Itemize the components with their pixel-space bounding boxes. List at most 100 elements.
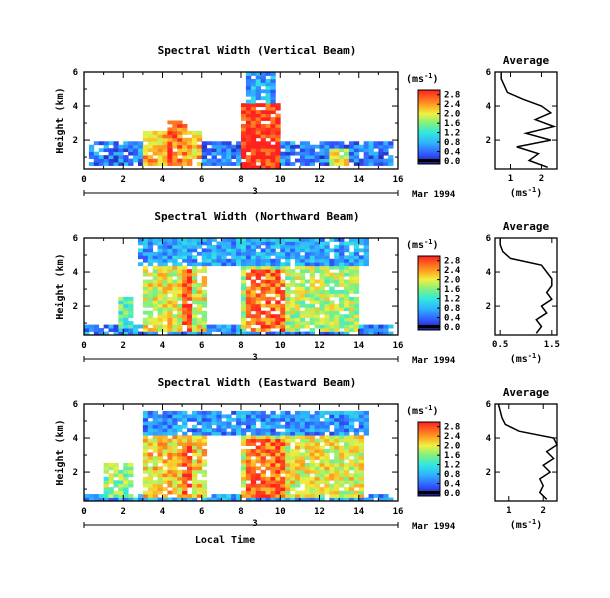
heatmap-cell bbox=[353, 155, 360, 160]
heatmap-cell bbox=[334, 265, 340, 270]
heatmap-cell bbox=[260, 438, 266, 443]
heatmap-cell bbox=[319, 293, 325, 298]
heatmap-cell bbox=[270, 490, 276, 495]
heatmap-cell bbox=[270, 497, 276, 502]
heatmap-cell bbox=[275, 120, 281, 125]
heatmap-cell bbox=[177, 134, 183, 139]
heatmap-cell bbox=[241, 469, 247, 474]
heatmap-cell bbox=[368, 155, 374, 160]
heatmap-cell bbox=[285, 421, 291, 426]
heatmap-cell bbox=[314, 490, 320, 495]
heatmap-cell bbox=[172, 283, 178, 287]
heatmap-cell bbox=[275, 251, 281, 256]
heatmap-cell bbox=[196, 469, 203, 474]
heatmap-cell bbox=[314, 258, 320, 263]
heatmap-cell bbox=[137, 162, 144, 166]
heatmap-cell bbox=[309, 459, 315, 464]
heatmap-cell bbox=[123, 310, 129, 315]
heatmap-cell bbox=[285, 483, 291, 488]
heatmap-cell bbox=[309, 445, 315, 450]
heatmap-cell bbox=[108, 497, 114, 502]
heatmap-cell bbox=[162, 144, 168, 149]
heatmap-cell bbox=[275, 255, 281, 260]
heatmap-cell bbox=[265, 431, 271, 436]
heatmap-cell bbox=[182, 480, 188, 485]
heatmap-cell bbox=[319, 459, 325, 464]
heatmap-cell bbox=[329, 162, 335, 166]
heatmap-cell bbox=[172, 428, 178, 433]
heatmap-cell bbox=[265, 286, 271, 291]
heatmap-cell bbox=[152, 445, 158, 450]
heatmap-cell bbox=[285, 328, 291, 332]
heatmap-cell bbox=[245, 265, 252, 270]
heatmap-cell bbox=[304, 310, 311, 315]
heatmap-cell bbox=[294, 262, 301, 267]
heatmap-cell bbox=[353, 158, 360, 163]
heatmap-cell bbox=[196, 148, 203, 153]
heatmap-cell bbox=[265, 321, 271, 326]
heatmap-cell bbox=[118, 328, 124, 332]
heatmap-cell bbox=[309, 497, 315, 502]
colorbar-tick-label: 1.6 bbox=[444, 451, 460, 461]
heatmap-cell bbox=[339, 265, 345, 270]
heatmap-cell bbox=[265, 424, 271, 429]
heatmap-cell bbox=[177, 269, 183, 274]
heatmap-cell bbox=[137, 151, 144, 156]
heatmap-cell bbox=[299, 155, 306, 160]
heatmap-cell bbox=[221, 148, 227, 153]
heatmap-cell bbox=[285, 462, 291, 467]
date-label: Mar 1994 bbox=[412, 356, 456, 366]
heatmap-cell bbox=[334, 258, 340, 263]
heatmap-cell bbox=[245, 238, 252, 242]
heatmap-cell bbox=[196, 331, 203, 336]
heatmap-cell bbox=[241, 244, 247, 249]
heatmap-cell bbox=[285, 473, 291, 478]
heatmap-cell bbox=[270, 414, 276, 419]
average-y-tick-label: 2 bbox=[486, 302, 491, 312]
heatmap-cell bbox=[231, 417, 237, 422]
heatmap-cell bbox=[290, 148, 296, 153]
heatmap-cell bbox=[275, 314, 281, 319]
heatmap-cell bbox=[137, 158, 144, 163]
heatmap-cell bbox=[245, 307, 252, 312]
heatmap-cell bbox=[304, 442, 311, 446]
average-y-tick-label: 6 bbox=[486, 234, 491, 244]
heatmap-cell bbox=[157, 137, 163, 142]
heatmap-cell bbox=[353, 258, 360, 263]
heatmap-cell bbox=[363, 421, 369, 426]
heatmap-cell bbox=[314, 431, 320, 436]
colorbar bbox=[417, 421, 441, 497]
heatmap-cell bbox=[339, 324, 345, 329]
heatmap-cell bbox=[142, 445, 149, 450]
heatmap-cell bbox=[329, 462, 335, 467]
heatmap-cell bbox=[118, 300, 124, 305]
heatmap-cell bbox=[182, 317, 188, 322]
heatmap-cell bbox=[299, 324, 306, 329]
heatmap-cell bbox=[241, 286, 247, 291]
heatmap-cell bbox=[265, 134, 271, 139]
heatmap-cell bbox=[294, 449, 301, 453]
heatmap-cell bbox=[241, 421, 247, 426]
heatmap-cell bbox=[226, 251, 232, 256]
heatmap-cell bbox=[314, 262, 320, 267]
heatmap-cell bbox=[196, 251, 203, 256]
heatmap-cell bbox=[373, 141, 379, 146]
heatmap-cell bbox=[142, 466, 149, 471]
heatmap-cell bbox=[319, 303, 325, 308]
heatmap-cell bbox=[191, 276, 198, 280]
heatmap-cell bbox=[324, 276, 330, 280]
heatmap-cell bbox=[319, 262, 325, 267]
heatmap-cell bbox=[314, 241, 320, 246]
heatmap-cell bbox=[348, 314, 355, 319]
heatmap-cell bbox=[241, 317, 247, 322]
heatmap-cell bbox=[147, 497, 154, 502]
heatmap-cell bbox=[108, 476, 114, 481]
heatmap-cell bbox=[201, 487, 208, 492]
heatmap-cell bbox=[270, 424, 276, 429]
heatmap-cell bbox=[172, 497, 178, 502]
heatmap-cell bbox=[348, 428, 355, 433]
heatmap-cell bbox=[191, 272, 198, 277]
heatmap-cell bbox=[265, 103, 271, 108]
heatmap-cell bbox=[348, 310, 355, 315]
heatmap-cell bbox=[304, 144, 311, 149]
